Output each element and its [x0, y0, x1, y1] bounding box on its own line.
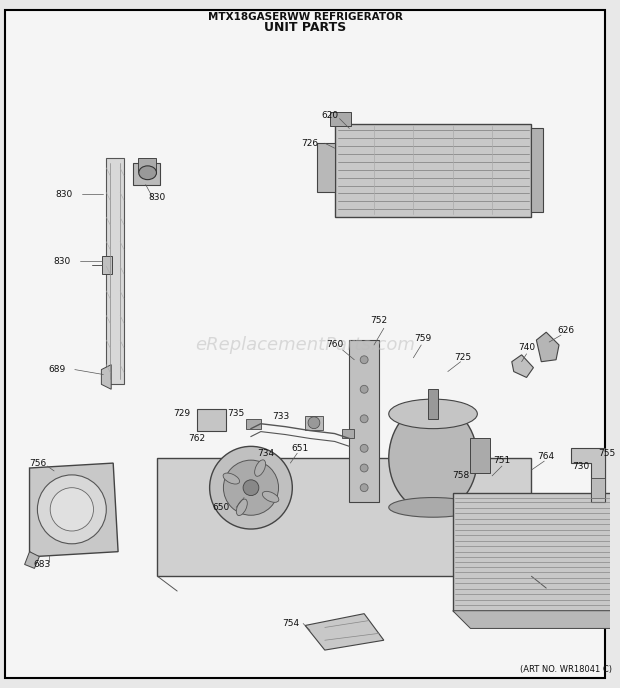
Text: 764: 764 — [538, 452, 555, 461]
Ellipse shape — [223, 473, 239, 484]
Text: 734: 734 — [257, 449, 274, 458]
Ellipse shape — [389, 404, 477, 513]
Polygon shape — [25, 552, 39, 568]
Circle shape — [210, 447, 292, 529]
Text: 726: 726 — [301, 139, 319, 148]
Text: 620: 620 — [321, 111, 339, 120]
Circle shape — [50, 488, 94, 531]
Text: 689: 689 — [48, 365, 66, 374]
Bar — [350, 340, 379, 502]
Bar — [106, 158, 124, 385]
Polygon shape — [30, 463, 118, 557]
Circle shape — [223, 460, 278, 515]
Ellipse shape — [139, 166, 156, 180]
Bar — [102, 257, 112, 274]
Bar — [428, 389, 438, 419]
Text: (ART NO. WR18041 C): (ART NO. WR18041 C) — [520, 665, 612, 674]
Text: 752: 752 — [370, 316, 388, 325]
Circle shape — [360, 464, 368, 472]
Circle shape — [360, 415, 368, 422]
Polygon shape — [512, 355, 533, 378]
Circle shape — [360, 444, 368, 452]
Circle shape — [37, 475, 106, 544]
Circle shape — [360, 484, 368, 492]
Text: eReplacementParts.com: eReplacementParts.com — [195, 336, 415, 354]
Bar — [138, 158, 156, 172]
Bar — [453, 493, 620, 611]
Bar — [342, 429, 354, 438]
Polygon shape — [571, 449, 605, 502]
Text: 830: 830 — [149, 193, 166, 202]
Ellipse shape — [389, 497, 477, 517]
Text: 830: 830 — [55, 190, 73, 199]
Text: MTX18GASERWW REFRIGERATOR: MTX18GASERWW REFRIGERATOR — [208, 12, 402, 22]
Text: 756: 756 — [29, 459, 46, 468]
Text: 650: 650 — [213, 503, 230, 512]
Bar — [590, 478, 605, 497]
Bar — [317, 143, 335, 193]
Text: 683: 683 — [33, 560, 51, 569]
Bar — [531, 129, 543, 212]
Text: 751: 751 — [494, 455, 510, 464]
Circle shape — [360, 356, 368, 364]
Bar — [197, 409, 226, 431]
Text: 740: 740 — [518, 343, 535, 352]
Ellipse shape — [236, 499, 247, 515]
Ellipse shape — [255, 460, 265, 476]
Text: 755: 755 — [599, 449, 616, 458]
Ellipse shape — [262, 491, 279, 502]
Text: UNIT PARTS: UNIT PARTS — [264, 21, 346, 34]
Bar — [246, 419, 261, 429]
Polygon shape — [305, 614, 384, 650]
Polygon shape — [102, 365, 111, 389]
Circle shape — [360, 385, 368, 394]
Text: 735: 735 — [228, 409, 245, 418]
Text: 730: 730 — [572, 462, 589, 471]
Text: 759: 759 — [415, 334, 432, 343]
Text: 762: 762 — [188, 434, 205, 443]
Text: 754: 754 — [281, 619, 299, 628]
Ellipse shape — [389, 399, 477, 429]
Text: 760: 760 — [326, 341, 343, 350]
Text: 758: 758 — [452, 471, 469, 480]
Bar — [335, 124, 531, 217]
Circle shape — [243, 480, 259, 495]
Text: 830: 830 — [53, 257, 71, 266]
Text: 733: 733 — [272, 412, 289, 421]
Text: 626: 626 — [557, 325, 575, 335]
Bar — [330, 111, 352, 125]
Bar — [157, 458, 531, 577]
Circle shape — [308, 417, 320, 429]
Text: 729: 729 — [174, 409, 190, 418]
Bar — [133, 163, 161, 184]
Polygon shape — [536, 332, 559, 362]
Text: 725: 725 — [454, 353, 471, 363]
Bar — [471, 438, 490, 473]
Text: 651: 651 — [291, 444, 309, 453]
Polygon shape — [453, 611, 620, 628]
Bar — [305, 416, 323, 429]
